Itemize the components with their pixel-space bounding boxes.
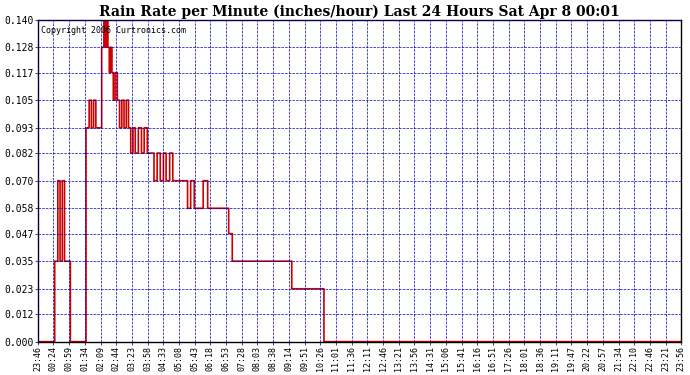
Text: Copyright 2006 Curtronics.com: Copyright 2006 Curtronics.com	[41, 26, 186, 35]
Title: Rain Rate per Minute (inches/hour) Last 24 Hours Sat Apr 8 00:01: Rain Rate per Minute (inches/hour) Last …	[99, 4, 620, 18]
